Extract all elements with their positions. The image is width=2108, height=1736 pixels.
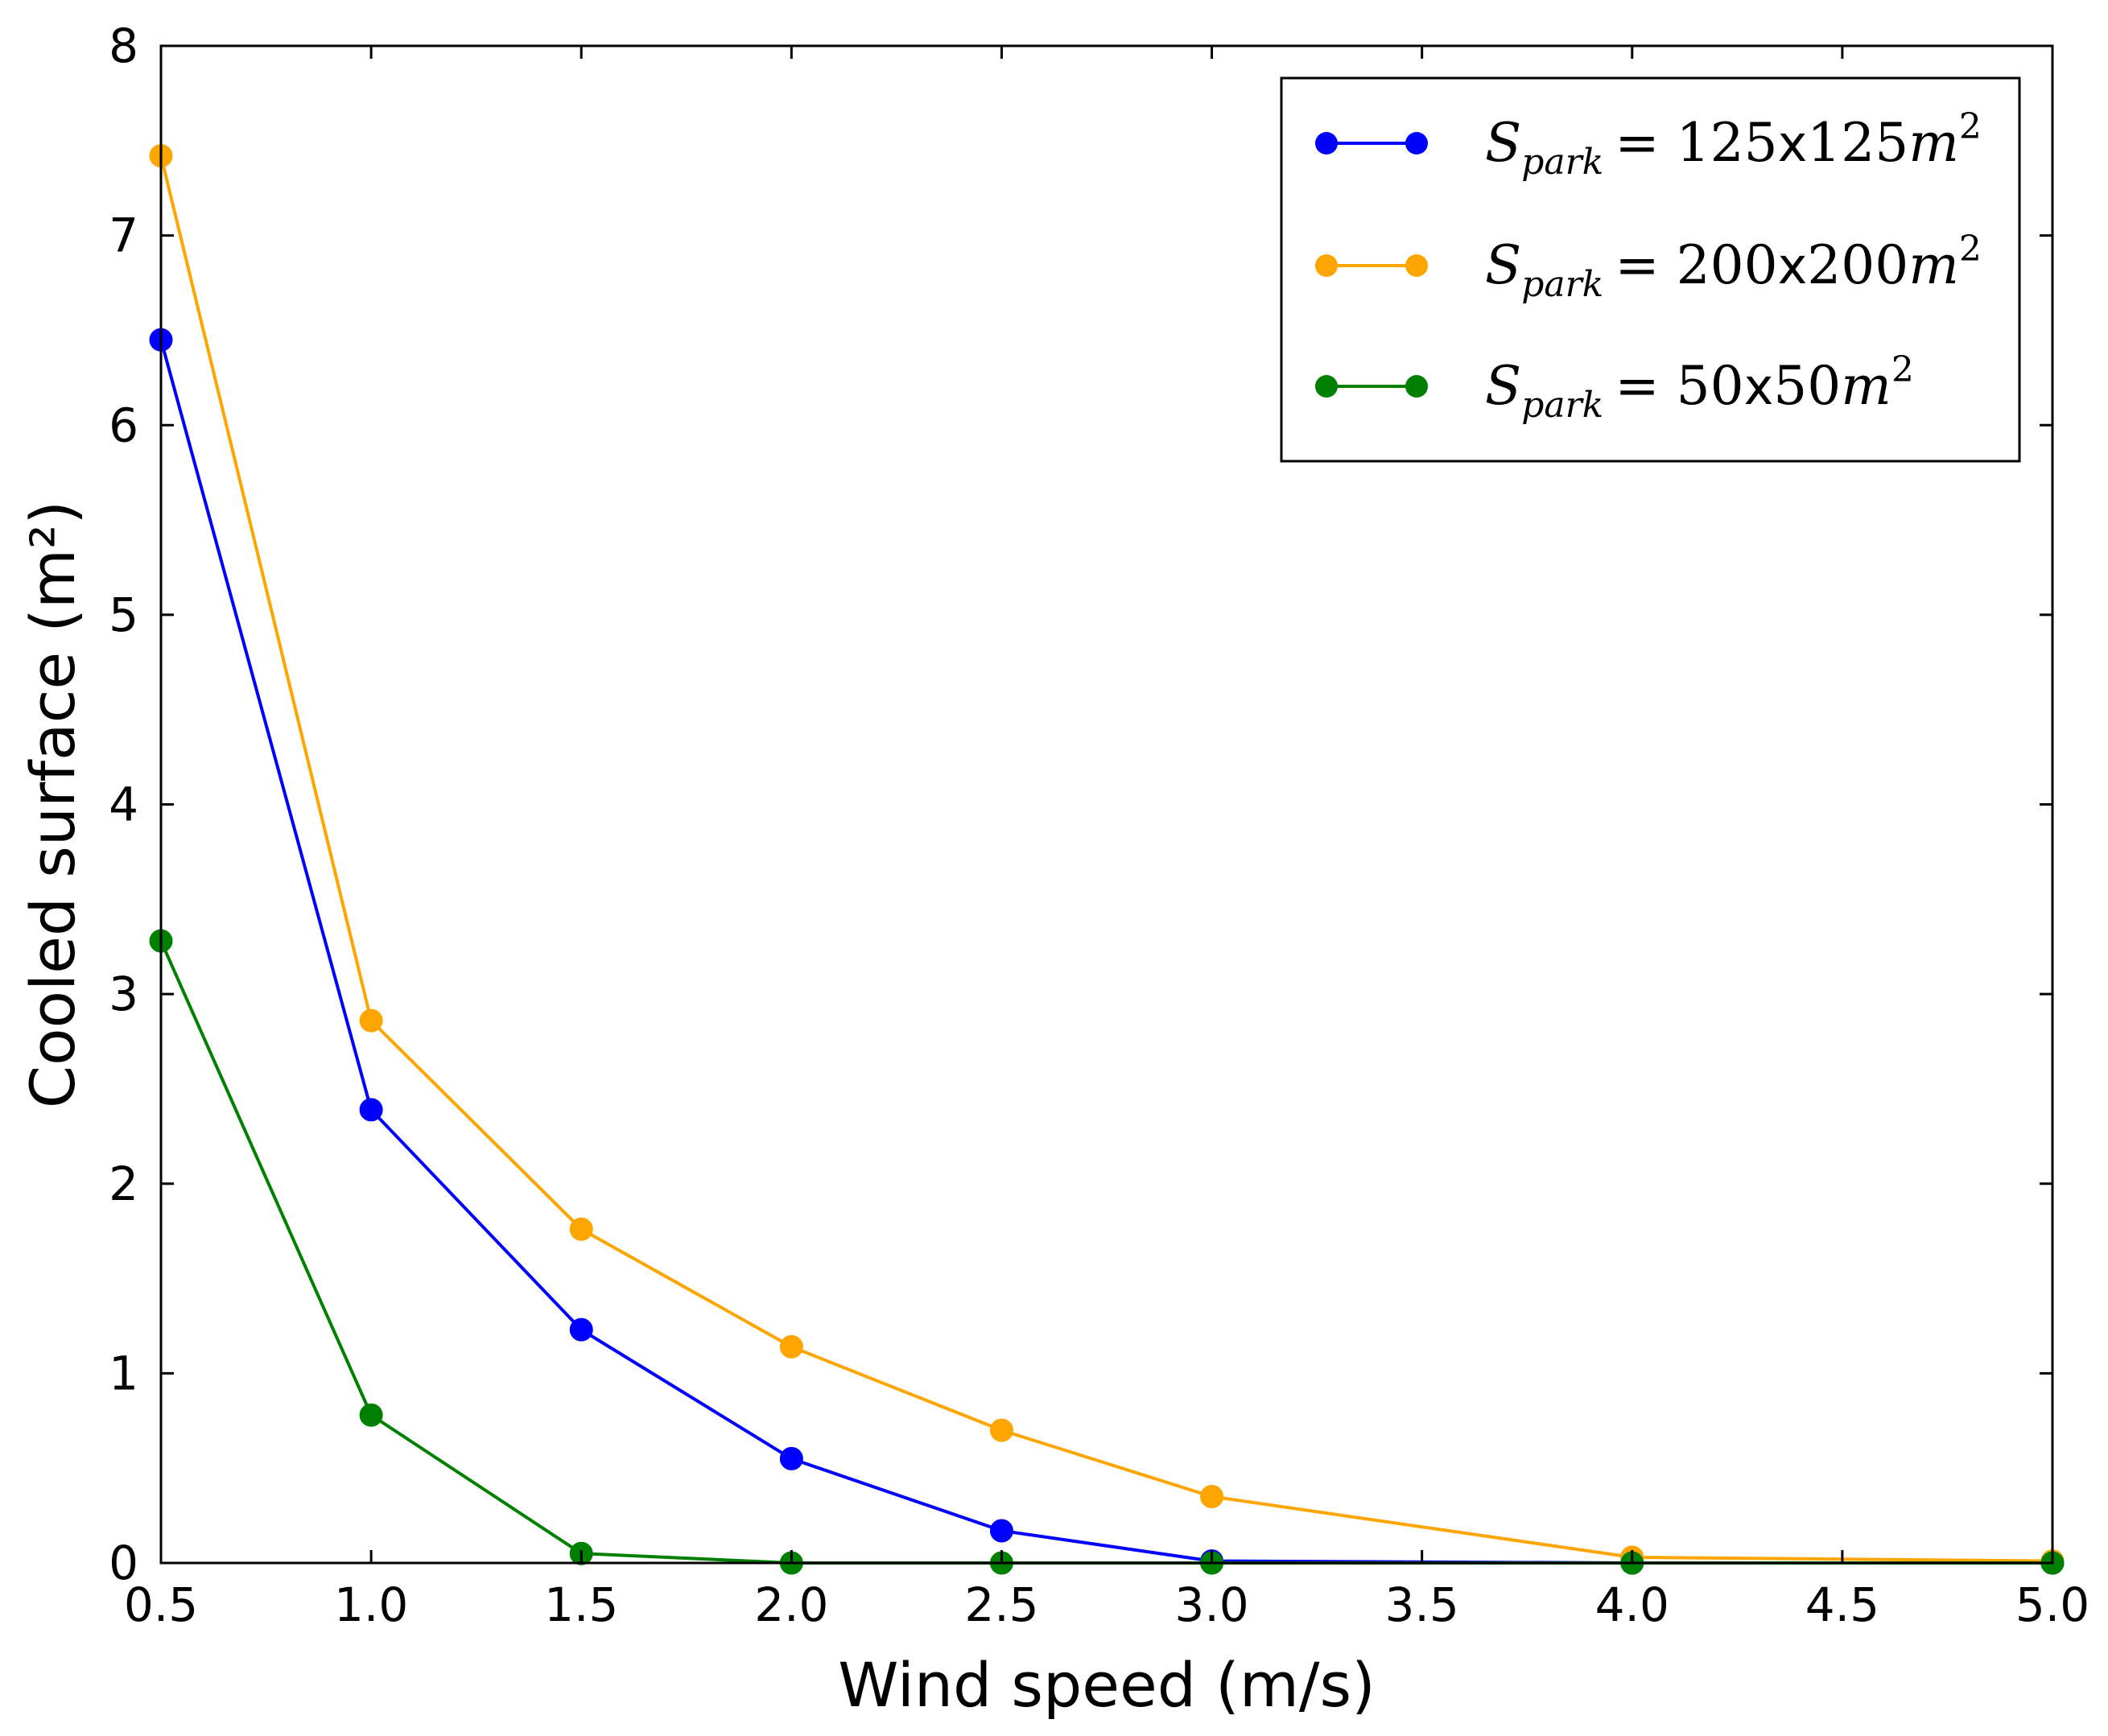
legend-size: 50 — [1677, 355, 1744, 417]
legend-times: x — [1744, 357, 1774, 416]
x-tick-label: 4.0 — [1595, 1577, 1669, 1632]
legend-unit: m — [1841, 355, 1891, 417]
legend-symbol: S — [1485, 355, 1521, 417]
legend-unit: m — [1908, 112, 1959, 174]
legend-label: Spark = 200x200m2 — [1485, 229, 1982, 305]
legend-exponent: 2 — [1959, 106, 1982, 147]
legend-label: Spark = 125x125m2 — [1485, 106, 1982, 183]
series-line — [159, 339, 2052, 1565]
legend-size: 200 — [1677, 234, 1778, 296]
x-tick-label: 2.5 — [964, 1577, 1038, 1632]
x-tick-label: 4.5 — [1805, 1577, 1879, 1632]
x-tick-label: 2.0 — [754, 1577, 828, 1632]
y-tick-label: 3 — [109, 967, 138, 1021]
legend-exponent: 2 — [1959, 229, 1982, 270]
x-tick-label: 3.5 — [1385, 1577, 1459, 1632]
data-point — [989, 1418, 1013, 1442]
data-point — [989, 1519, 1013, 1543]
data-point — [569, 1317, 593, 1342]
legend-marker — [1405, 254, 1428, 277]
legend-times: x — [1778, 237, 1808, 295]
x-tick-label: 3.0 — [1174, 1577, 1248, 1632]
legend-symbol: S — [1485, 112, 1521, 174]
legend-subscript: park — [1521, 142, 1603, 183]
legend-marker — [1315, 375, 1338, 398]
data-point — [779, 1334, 803, 1359]
legend-exponent: 2 — [1891, 349, 1914, 390]
legend-size2: 200 — [1807, 234, 1908, 296]
legend-equals: = — [1615, 355, 1676, 417]
x-axis-label: Wind speed (m/s) — [838, 1649, 1375, 1721]
y-tick-label: 6 — [109, 398, 138, 452]
legend-marker — [1405, 375, 1428, 398]
axes: 0.5 1.0 1.5 2.0 2.5 3.0 3.5 4.0 4.5 5.0 0 1 2 3 4 5 6 7 8 — [109, 19, 2089, 1632]
legend-times: x — [1778, 114, 1808, 173]
data-point — [779, 1446, 803, 1470]
x-tick-label: 1.0 — [334, 1577, 408, 1632]
series-line — [159, 155, 2053, 1563]
legend-entry: Spark = 125x125m2 — [1315, 106, 1982, 183]
legend-subscript: park — [1521, 385, 1603, 426]
legend-marker — [1315, 132, 1338, 155]
legend-marker — [1405, 132, 1428, 155]
legend-label: Spark = 50x50m2 — [1485, 349, 1914, 426]
x-tick-label: 0.5 — [124, 1577, 198, 1632]
series-line — [159, 940, 2052, 1565]
legend-subscript: park — [1521, 264, 1603, 305]
legend-equals: = — [1615, 112, 1676, 174]
x-tick-label: 5.0 — [2015, 1577, 2089, 1632]
data-point — [359, 1403, 383, 1427]
y-tick-label: 5 — [109, 588, 138, 642]
y-tick-label: 1 — [109, 1346, 138, 1400]
x-tick-label: 1.5 — [544, 1577, 618, 1632]
y-tick-label: 4 — [109, 777, 138, 832]
data-point — [359, 1008, 383, 1033]
legend-size: 125 — [1677, 112, 1778, 174]
y-axis-label: Cooled surface (m²) — [17, 501, 89, 1108]
legend-symbol: S — [1485, 234, 1521, 296]
legend-entry: Spark = 200x200m2 — [1315, 229, 1982, 305]
legend-size2: 125 — [1807, 112, 1908, 174]
y-tick-label: 2 — [109, 1157, 138, 1211]
legend-entry: Spark = 50x50m2 — [1315, 349, 1914, 426]
legend-size2: 50 — [1773, 355, 1841, 417]
y-tick-label: 0 — [109, 1536, 138, 1590]
legend-marker — [1315, 254, 1338, 277]
y-tick-label: 8 — [109, 19, 138, 73]
legend-unit: m — [1908, 234, 1959, 296]
data-point — [359, 1098, 383, 1122]
data-point — [1200, 1485, 1224, 1509]
legend-equals: = — [1615, 234, 1676, 296]
data-point — [569, 1217, 593, 1241]
y-tick-label: 7 — [109, 208, 138, 263]
